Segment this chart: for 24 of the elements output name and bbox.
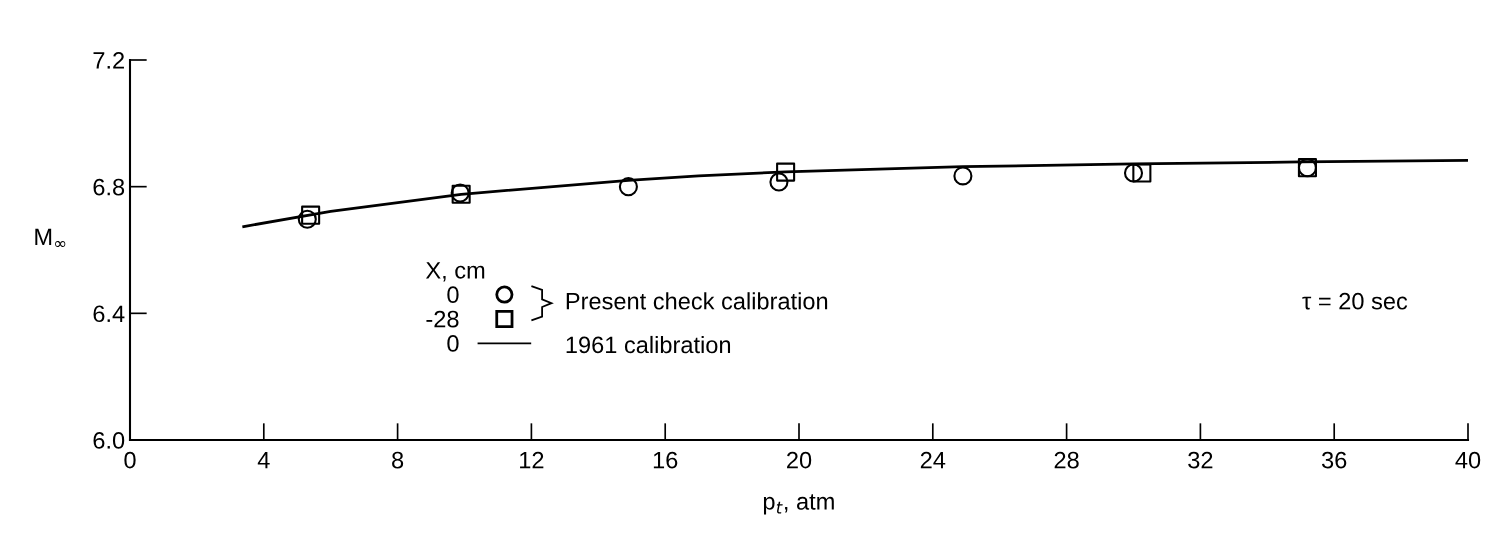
x-tick-label: 28 [1054, 451, 1079, 469]
x-tick-label: 36 [1321, 451, 1347, 469]
x-tick-label: 20 [787, 451, 812, 469]
y-tick-label: 7.2 [93, 52, 124, 69]
legend-label: 0 [447, 286, 459, 304]
legend-label: -28 [426, 310, 459, 328]
x-tick-label: 24 [920, 451, 946, 469]
x-axis-title: p$_{t}$, atm [763, 494, 834, 515]
x-tick-label: 12 [520, 451, 544, 469]
x-tick-label: 8 [392, 451, 404, 469]
x-tick-label: 16 [653, 451, 678, 469]
x-tick-label: 0 [124, 451, 136, 469]
y-tick-label: 6.0 [93, 432, 125, 449]
x-tick-label: 4 [257, 451, 270, 469]
y-axis-title: M$_{∞}$ [35, 228, 66, 248]
x-tick-label: 32 [1188, 451, 1213, 469]
annotation: 1961 calibration [566, 335, 731, 354]
annotation: Present check calibration [566, 292, 828, 310]
legend-title: X, cm [425, 262, 485, 282]
annotation: τ = 20 sec [1302, 292, 1408, 310]
legend-label: 0 [447, 335, 459, 352]
x-tick-label: 40 [1455, 451, 1481, 469]
y-tick-label: 6.8 [93, 178, 125, 196]
y-tick-label: 6.4 [93, 305, 125, 323]
